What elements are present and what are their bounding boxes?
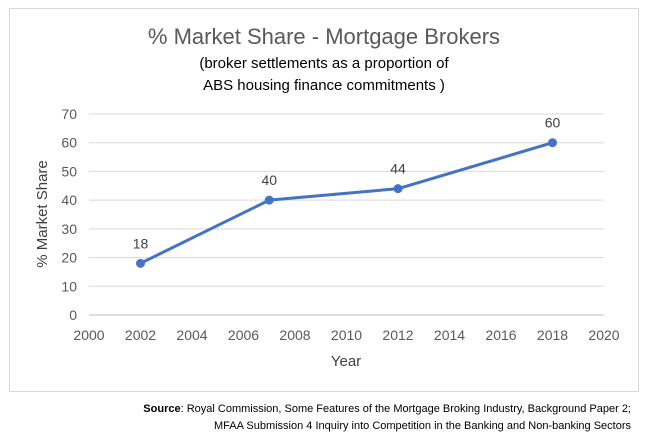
data-point: [393, 184, 403, 194]
x-tick-label: 2012: [382, 327, 413, 343]
data-point: [136, 258, 145, 268]
data-label: 44: [390, 161, 406, 177]
y-tick-label: 70: [61, 106, 77, 122]
y-axis-label: % Market Share: [34, 160, 51, 268]
chart: % Market Share - Mortgage Brokers (broke…: [34, 24, 620, 370]
y-tick-label: 30: [61, 221, 77, 237]
y-tick-label: 20: [61, 250, 77, 266]
y-tick-label: 60: [61, 135, 77, 151]
source-note-line-2: MFAA Submission 4 Inquiry into Competiti…: [213, 420, 631, 432]
x-tick-label: 2010: [331, 327, 362, 343]
x-tick-label: 2018: [537, 327, 568, 343]
source-label: Source: [143, 403, 181, 415]
chart-title: % Market Share - Mortgage Brokers: [148, 24, 500, 49]
data-label: 40: [261, 172, 277, 188]
x-tick-label: 2002: [125, 327, 156, 343]
x-tick-label: 2006: [228, 327, 259, 343]
y-tick-label: 40: [61, 192, 77, 208]
y-tick-label: 10: [61, 278, 77, 294]
x-tick-label: 2014: [434, 327, 465, 343]
chart-subtitle-line1: (broker settlements as a proportion of: [199, 55, 449, 72]
data-label: 18: [133, 235, 149, 251]
source-text-1: : Royal Commission, Some Features of the…: [180, 403, 631, 415]
data-point: [548, 138, 557, 148]
x-tick-label: 2004: [176, 327, 207, 343]
series: 18 40 44 60: [133, 115, 561, 268]
x-tick-label: 2016: [485, 327, 516, 343]
x-tick-label: 2020: [588, 327, 619, 343]
y-tick-label: 0: [69, 307, 77, 323]
chart-subtitle-line2: ABS housing finance commitments ): [203, 77, 445, 94]
y-tick-label: 50: [61, 163, 77, 179]
data-label: 60: [545, 115, 561, 131]
series-line: [139, 141, 554, 265]
source-note-line-1: Source: Royal Commission, Some Features …: [143, 403, 631, 415]
x-tick-label: 2000: [73, 327, 104, 343]
x-axis-ticks: 2000 2002 2004 2006 2008 2010 2012 2014 2016 2018…: [73, 327, 619, 343]
grid: [89, 113, 604, 316]
data-point: [264, 195, 274, 205]
x-tick-label: 2008: [279, 327, 310, 343]
y-axis-ticks: 0 10 20 30 40 50 60 70: [61, 106, 77, 323]
x-axis-label: Year: [331, 353, 361, 370]
